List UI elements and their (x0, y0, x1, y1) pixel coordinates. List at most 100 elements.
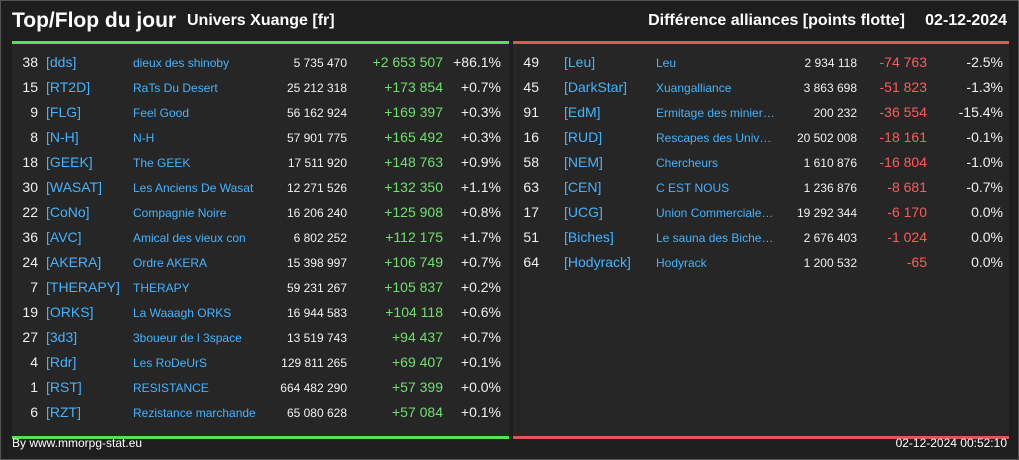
alliance-name-link[interactable]: C EST NOUS (656, 181, 730, 195)
rank-cell: 18 (22, 154, 38, 170)
alliance-tag-link[interactable]: [AKERA] (46, 254, 102, 270)
percent-cell: +0.0% (460, 379, 501, 395)
alliance-name-link[interactable]: Chercheurs (656, 156, 719, 170)
points-cell: 56 162 924 (286, 106, 347, 120)
points-cell: 65 080 628 (286, 406, 347, 420)
rank-cell: 27 (22, 329, 38, 345)
alliance-name-link[interactable]: Rescapes des Univ… (656, 131, 772, 145)
page-title: Top/Flop du jour (12, 9, 177, 32)
rank-cell: 51 (523, 229, 539, 245)
top-alliances-panel: 38 [dds] dieux des shinoby 5 735 470 +2 653 … (12, 41, 509, 439)
table-row: 58 [NEM] Chercheurs 1 610 876 -16 804 -1.0% (513, 150, 1009, 175)
alliance-tag-link[interactable]: [NEM] (564, 154, 603, 170)
diff-cell: +106 749 (384, 254, 443, 270)
alliance-name-link[interactable]: Rezistance marchande (133, 406, 256, 420)
percent-cell: +0.9% (460, 154, 501, 170)
alliance-name-link[interactable]: THERAPY (133, 281, 190, 295)
rank-cell: 36 (22, 229, 38, 245)
flop-alliances-panel: 49 [Leu] Leu 2 934 118 -74 763 -2.5% 45 [DarkSt… (513, 41, 1009, 439)
alliance-name-link[interactable]: N-H (133, 131, 155, 145)
alliance-tag-link[interactable]: [DarkStar] (564, 79, 628, 95)
alliance-name-link[interactable]: RaTs Du Desert (133, 81, 218, 95)
table-row: 64 [Hodyrack] Hodyrack 1 200 532 -65 0.0% (513, 250, 1009, 275)
diff-cell: -65 (906, 254, 927, 270)
alliance-tag-link[interactable]: [UCG] (564, 204, 603, 220)
points-cell: 57 901 775 (286, 131, 347, 145)
alliance-name-link[interactable]: Compagnie Noire (133, 206, 227, 220)
diff-cell: +94 437 (392, 329, 443, 345)
table-row: 27 [3d3] 3boueur de l 3space 13 519 743 +94 … (12, 325, 509, 350)
alliance-name-link[interactable]: The GEEK (133, 156, 191, 170)
points-cell: 664 482 290 (280, 381, 347, 395)
table-row: 4 [Rdr] Les RoDeUrS 129 811 265 +69 407 +0.1% (12, 350, 509, 375)
alliance-name-link[interactable]: Les RoDeUrS (133, 356, 208, 370)
alliance-name-link[interactable]: 3boueur de l 3space (133, 331, 242, 345)
points-cell: 6 802 252 (293, 231, 347, 245)
table-row: 16 [RUD] Rescapes des Univ… 20 502 008 -18 1… (513, 125, 1009, 150)
rank-cell: 7 (30, 279, 38, 295)
footer-timestamp: 02-12-2024 00:52:10 (895, 436, 1007, 450)
alliance-name-link[interactable]: Amical des vieux con (133, 231, 246, 245)
percent-cell: +0.7% (460, 254, 501, 270)
alliance-name-link[interactable]: Le sauna des Biche… (656, 231, 774, 245)
alliance-tag-link[interactable]: [Biches] (564, 229, 614, 245)
rank-cell: 15 (22, 79, 38, 95)
alliance-tag-link[interactable]: [WASAT] (46, 179, 102, 195)
alliance-name-link[interactable]: Hodyrack (656, 256, 707, 270)
alliance-tag-link[interactable]: [CoNo] (46, 204, 90, 220)
diff-cell: +57 399 (392, 379, 443, 395)
alliance-name-link[interactable]: Ermitage des minier… (656, 106, 775, 120)
diff-cell: +112 175 (385, 229, 443, 245)
alliance-tag-link[interactable]: [GEEK] (46, 154, 93, 170)
rank-cell: 19 (22, 304, 38, 320)
alliance-tag-link[interactable]: [RZT] (46, 404, 81, 420)
alliance-tag-link[interactable]: [EdM] (564, 104, 601, 120)
alliance-tag-link[interactable]: [dds] (46, 54, 77, 70)
site-credit[interactable]: By www.mmorpg-stat.eu (12, 436, 143, 450)
alliance-name-link[interactable]: Ordre AKERA (133, 256, 208, 270)
diff-cell: +105 837 (384, 279, 443, 295)
alliance-name-link[interactable]: dieux des shinoby (133, 56, 230, 70)
alliance-tag-link[interactable]: [ORKS] (46, 304, 94, 320)
alliance-name-link[interactable]: Les Anciens De Wasat (133, 181, 254, 195)
points-cell: 59 231 267 (286, 281, 347, 295)
alliance-tag-link[interactable]: [THERAPY] (46, 279, 120, 295)
alliance-tag-link[interactable]: [RT2D] (46, 79, 91, 95)
table-row: 49 [Leu] Leu 2 934 118 -74 763 -2.5% (513, 50, 1009, 75)
alliance-tag-link[interactable]: [Leu] (564, 54, 596, 70)
points-cell: 25 212 318 (286, 81, 347, 95)
percent-cell: -1.3% (966, 79, 1003, 95)
alliance-tag-link[interactable]: [AVC] (46, 229, 82, 245)
table-row: 36 [AVC] Amical des vieux con 6 802 252 +112… (12, 225, 509, 250)
table-row: 6 [RZT] Rezistance marchande 65 080 628 +57 … (12, 400, 509, 425)
percent-cell: +86.1% (453, 54, 501, 70)
universe-label: Univers Xuange [fr] (187, 12, 335, 29)
alliance-tag-link[interactable]: [RST] (46, 379, 82, 395)
alliance-name-link[interactable]: Feel Good (133, 106, 190, 120)
alliance-tag-link[interactable]: [Hodyrack] (564, 254, 631, 270)
alliance-name-link[interactable]: La Waaagh ORKS (133, 306, 232, 320)
alliance-tag-link[interactable]: [CEN] (564, 179, 602, 195)
alliance-tag-link[interactable]: [Rdr] (46, 354, 77, 370)
table-row: 8 [N-H] N-H 57 901 775 +165 492 +0.3% (12, 125, 509, 150)
rank-cell: 30 (22, 179, 38, 195)
alliance-name-link[interactable]: Leu (656, 56, 677, 70)
alliance-name-link[interactable]: Xuangalliance (656, 81, 732, 95)
table-row: 51 [Biches] Le sauna des Biche… 2 676 403 -1… (513, 225, 1009, 250)
diff-cell: +132 350 (384, 179, 443, 195)
alliance-tag-link[interactable]: [3d3] (46, 329, 78, 345)
alliance-name-link[interactable]: RESISTANCE (133, 381, 209, 395)
percent-cell: 0.0% (971, 204, 1003, 220)
table-row: 18 [GEEK] The GEEK 17 511 920 +148 763 +0.9% (12, 150, 509, 175)
points-cell: 20 502 008 (796, 131, 857, 145)
diff-cell: -6 170 (887, 204, 927, 220)
alliance-tag-link[interactable]: [N-H] (46, 129, 79, 145)
points-cell: 16 944 583 (286, 306, 347, 320)
percent-cell: -2.5% (966, 54, 1003, 70)
alliance-tag-link[interactable]: [FLG] (46, 104, 82, 120)
alliance-name-link[interactable]: Union Commerciale… (656, 206, 774, 220)
diff-cell: -36 554 (879, 104, 927, 120)
points-cell: 17 511 920 (287, 156, 347, 170)
alliance-tag-link[interactable]: [RUD] (564, 129, 603, 145)
points-cell: 2 934 118 (804, 56, 858, 70)
